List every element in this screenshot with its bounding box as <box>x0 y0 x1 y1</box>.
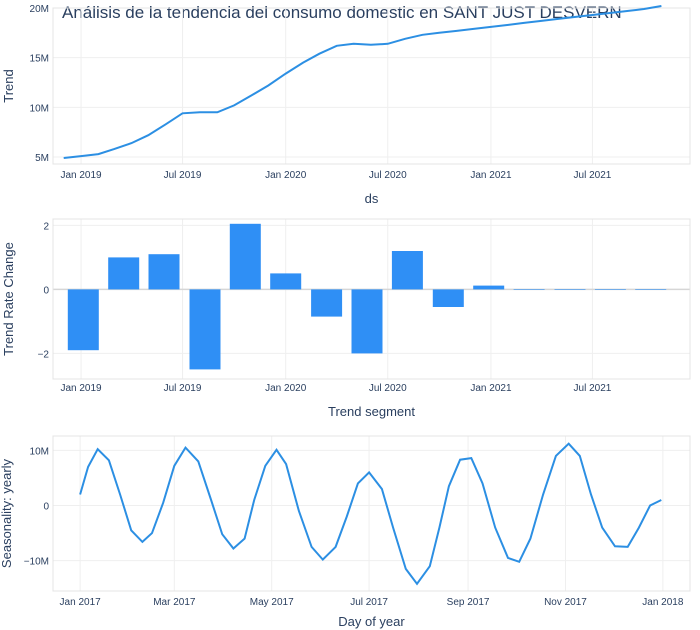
trend-x-tick-label: Jan 2021 <box>470 170 512 181</box>
trend-y-tick-label: 5M <box>35 153 49 164</box>
trend-rate-bar <box>594 289 626 290</box>
trend-panel: Jan 2019 Jul 2019 Jan 2020 Jul 2020 Jan 2021… <box>1 4 691 206</box>
trend-x-tick-label: Jan 2020 <box>265 170 307 181</box>
trend-y-tick-label: 10M <box>30 103 49 114</box>
trend-rate-x-tick-label: Jul 2020 <box>369 383 407 394</box>
trend-rate-x-axis-label: Trend segment <box>328 404 415 419</box>
trend-rate-plot-area <box>52 218 691 380</box>
trend-rate-y-axis-label: Trend Rate Change <box>1 242 16 356</box>
seasonality-x-axis-label: Day of year <box>338 614 405 629</box>
trend-rate-bar <box>108 257 140 290</box>
seasonality-x-tick-label: Nov 2017 <box>544 597 587 608</box>
trend-y-axis-label: Trend <box>1 69 16 102</box>
trend-rate-bar <box>473 285 505 290</box>
trend-rate-x-tick-label: Jul 2021 <box>574 383 612 394</box>
trend-rate-bar <box>270 273 302 290</box>
trend-rate-bar <box>148 254 180 290</box>
trend-y-tick-label: 20M <box>30 4 49 15</box>
trend-rate-panel: Jan 2019 Jul 2019 Jan 2020 Jul 2020 Jan 2021… <box>1 218 691 419</box>
trend-series-line <box>63 5 662 159</box>
seasonality-x-tick-label: Jul 2017 <box>350 597 388 608</box>
trend-x-tick-label: Jan 2019 <box>60 170 102 181</box>
trend-rate-bar <box>189 289 221 370</box>
seasonality-x-tick-label: Mar 2017 <box>153 597 196 608</box>
seasonality-x-tick-label: Jan 2017 <box>60 597 102 608</box>
seasonality-y-tick-label: 0 <box>43 502 49 513</box>
trend-rate-bar <box>229 223 261 290</box>
trend-rate-x-tick-label: Jan 2021 <box>470 383 512 394</box>
trend-rate-bar <box>554 289 586 290</box>
seasonality-panel: Jan 2017 Mar 2017 May 2017 Jul 2017 Sep 2017… <box>0 435 691 629</box>
trend-rate-bar <box>432 289 464 307</box>
trend-x-tick-label: Jul 2020 <box>369 170 407 181</box>
seasonality-x-tick-label: Jan 2018 <box>642 597 684 608</box>
trend-rate-x-tick-label: Jan 2019 <box>60 383 102 394</box>
trend-rate-x-tick-label: Jul 2019 <box>164 383 202 394</box>
trend-x-tick-label: Jul 2021 <box>574 170 612 181</box>
trend-rate-bar <box>351 289 383 354</box>
trend-rate-x-tick-label: Jan 2020 <box>265 383 307 394</box>
seasonality-plot-area <box>52 435 691 592</box>
seasonality-y-tick-label: 10M <box>30 446 49 457</box>
seasonality-y-axis-label: Seasonality: yearly <box>0 458 14 568</box>
seasonality-y-tick-label: −10M <box>24 557 49 568</box>
trend-rate-y-tick-label: −2 <box>38 349 50 360</box>
trend-rate-bar <box>513 289 545 290</box>
trend-x-axis-label: ds <box>365 191 379 206</box>
trend-y-tick-label: 15M <box>30 54 49 65</box>
trend-rate-bar <box>311 289 343 317</box>
seasonality-series-line <box>79 442 662 586</box>
trend-rate-y-tick-label: 2 <box>43 221 49 232</box>
trend-x-tick-label: Jul 2019 <box>164 170 202 181</box>
trend-rate-bar <box>67 289 99 351</box>
trend-rate-bar <box>391 251 423 290</box>
trend-rate-bar <box>635 289 667 290</box>
trend-plot-area <box>52 7 691 165</box>
seasonality-x-tick-label: May 2017 <box>250 597 294 608</box>
trend-rate-y-tick-label: 0 <box>43 285 49 296</box>
seasonality-x-tick-label: Sep 2017 <box>447 597 490 608</box>
